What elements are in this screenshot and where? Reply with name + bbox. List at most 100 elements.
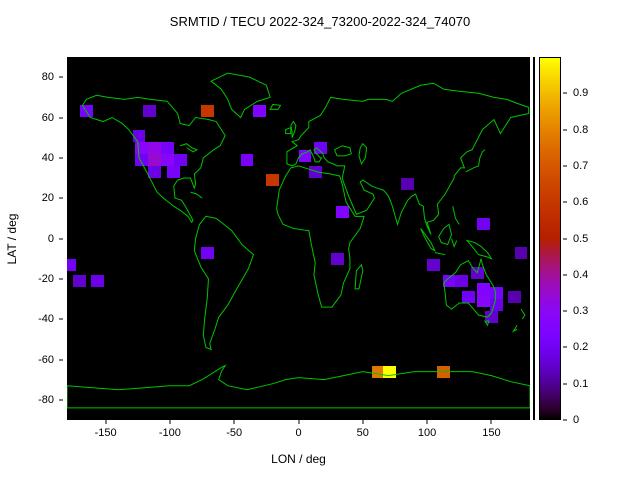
y-tick-mark [59, 238, 63, 239]
x-tick-mark [169, 420, 171, 424]
x-tick-mark [233, 420, 235, 424]
y-tick-mark [59, 318, 63, 320]
heatmap-cell [167, 165, 181, 178]
coastline-antarctica [67, 366, 530, 408]
coastline-north-america [82, 95, 225, 222]
y-axis-ticks: 80 60 40 20 0 -20 -40 -60 -80 [0, 57, 63, 420]
heatmap-cell [173, 153, 187, 166]
x-tick-mark [426, 420, 428, 424]
heatmap-cell [401, 178, 415, 191]
heatmap-cell [148, 153, 161, 166]
heatmap-cell [484, 311, 498, 324]
colorbar-tick-label: 0.4 [573, 268, 589, 281]
colorbar-tick-mark [563, 383, 567, 385]
heatmap-cell [253, 105, 267, 118]
x-tick-mark [298, 420, 299, 424]
colorbar-tick-label: 0.1 [573, 377, 589, 390]
heatmap-cell [266, 173, 280, 187]
x-tick-label: -50 [226, 427, 243, 439]
y-tick-label: 80 [41, 71, 54, 84]
heatmap-cell [142, 105, 156, 118]
colorbar-tick-label: 0.5 [573, 232, 589, 245]
y-tick-mark [59, 399, 63, 401]
x-axis-ticks: -150 -100 -50 0 50 100 150 [67, 420, 530, 444]
colorbar [539, 57, 561, 420]
colorbar-tick-labels: 0 0.1 0.2 0.3 0.4 0.5 0.6 0.7 0.8 0.9 [563, 57, 608, 426]
y-tick-label: 60 [41, 111, 54, 124]
heatmap-cell [461, 290, 475, 304]
heatmap-cell [335, 206, 349, 219]
coastline-philippines [453, 206, 459, 224]
heatmap-cell [148, 141, 161, 154]
world-coastline-map [67, 57, 530, 420]
y-tick-mark [59, 197, 63, 199]
coastline-south-america [194, 216, 253, 349]
y-tick-mark [59, 76, 63, 78]
heatmap-cell [240, 153, 254, 166]
heatmap-cell [308, 165, 322, 178]
x-tick-mark [490, 420, 492, 424]
y-tick-mark [59, 117, 63, 118]
coastline-new-zealand [513, 309, 525, 331]
y-tick-label: 0 [47, 232, 54, 245]
coastline-black-sea [335, 146, 352, 156]
colorbar-tick-mark [563, 129, 567, 131]
colorbar-tick-label: 0.8 [573, 123, 589, 136]
heatmap-cell [477, 294, 491, 308]
colorbar-tick-mark [563, 274, 567, 276]
coastline-java [435, 253, 445, 255]
x-tick-label: -100 [158, 427, 181, 439]
heatmap-cell [67, 258, 77, 271]
heatmap-cell [330, 252, 344, 265]
heatmap-cell [298, 149, 312, 162]
map-plot-area [67, 57, 530, 420]
x-tick-label: 50 [356, 427, 369, 439]
x-tick-mark [362, 420, 364, 424]
x-tick-label: -150 [94, 427, 117, 439]
plot-right-border [533, 57, 535, 420]
heatmap-cell [508, 290, 521, 304]
y-tick-mark [59, 157, 63, 159]
heatmap-cell [455, 274, 469, 287]
heatmap-cell [200, 246, 214, 259]
heatmap-tiles-layer [67, 57, 530, 420]
colorbar-tick-mark [563, 201, 567, 203]
chart-title: SRMTID / TECU 2022-324_73200-2022-324_74… [169, 14, 471, 29]
coastline-britain [291, 122, 296, 138]
y-tick-label: -40 [38, 313, 54, 326]
coastline-australia [444, 259, 495, 317]
heatmap-cell [73, 274, 87, 287]
coastline-iceland [270, 104, 280, 109]
heatmap-cell [160, 141, 174, 154]
heatmap-cell [148, 165, 161, 178]
colorbar-tick-mark [563, 238, 567, 239]
colorbar-tick-label: 0.3 [573, 305, 589, 318]
y-axis-label: LAT / deg [5, 213, 19, 265]
coastline-tasmania [485, 321, 489, 325]
heatmap-cell [313, 141, 327, 154]
heatmap-cell [442, 274, 456, 287]
heatmap-cell [477, 282, 491, 295]
y-tick-label: 20 [41, 192, 54, 205]
x-tick-label: 100 [417, 427, 437, 439]
coastline-sulawesi [452, 239, 457, 247]
coastline-madagascar [355, 265, 363, 289]
y-tick-label: 40 [41, 151, 54, 164]
y-tick-mark [59, 359, 63, 360]
colorbar-tick-label: 0.2 [573, 341, 589, 354]
colorbar-tick-mark [563, 165, 567, 167]
heatmap-cell [200, 105, 214, 118]
x-tick-label: 0 [295, 427, 302, 439]
colorbar-tick-mark [563, 92, 567, 94]
colorbar-tick-mark [563, 419, 567, 421]
y-tick-label: -20 [38, 272, 54, 285]
coastline-greenland [211, 73, 270, 117]
colorbar-tick-label: 0.6 [573, 196, 589, 209]
heatmap-cell [427, 258, 440, 271]
coastline-cuba [190, 192, 202, 198]
colorbar-tick-label: 0.7 [573, 159, 589, 172]
coastline-sumatra [421, 228, 435, 250]
coastline-japan [466, 150, 485, 172]
heatmap-cell [514, 246, 528, 259]
y-tick-label: -80 [38, 393, 54, 406]
